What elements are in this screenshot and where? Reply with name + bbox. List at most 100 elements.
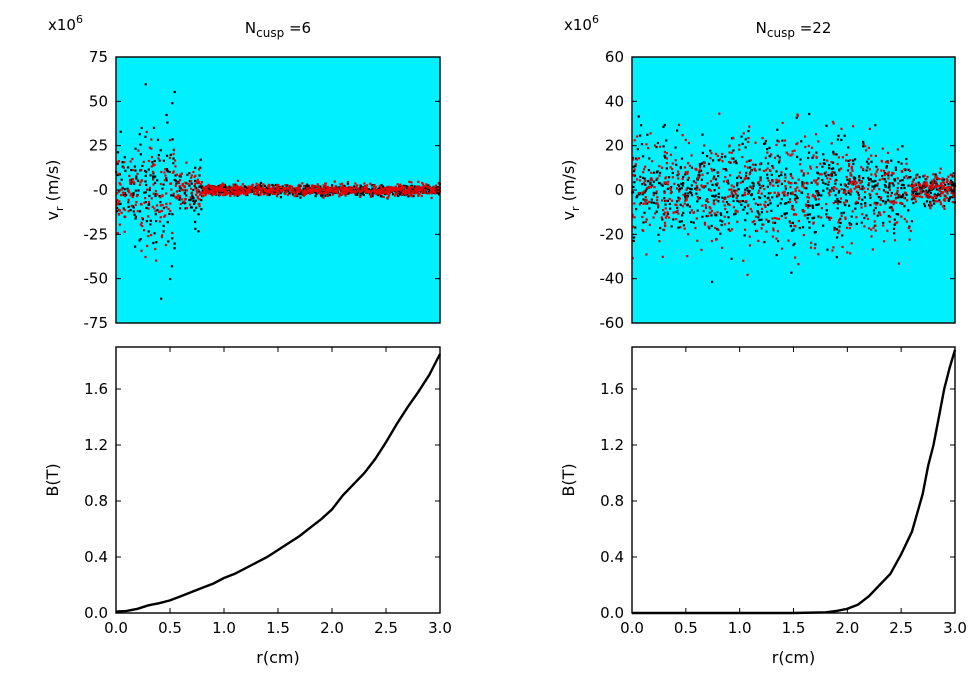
scatter-point — [929, 191, 932, 195]
scatter-point — [892, 227, 896, 230]
scatter-point — [669, 207, 672, 210]
y-tick-label: 25 — [89, 137, 108, 155]
scatter-point — [147, 230, 150, 233]
scatter-point — [279, 196, 283, 199]
scatter-point — [843, 134, 846, 137]
scatter-point — [420, 194, 423, 198]
scatter-point — [926, 184, 929, 187]
scatter-point — [641, 228, 644, 232]
scatter-point — [940, 192, 943, 195]
scatter-point — [344, 194, 347, 197]
scatter-point — [746, 273, 749, 276]
scatter-point — [863, 225, 866, 228]
scatter-point — [861, 185, 864, 188]
scatter-point — [134, 245, 137, 248]
scatter-point — [127, 210, 130, 213]
scatter-point — [843, 201, 846, 204]
scatter-point — [725, 200, 729, 204]
scatter-point — [179, 173, 182, 176]
scatter-point — [864, 204, 867, 208]
scatter-point — [716, 154, 719, 157]
scatter-point — [746, 212, 749, 215]
scatter-point — [874, 184, 877, 187]
scatter-point — [165, 179, 168, 182]
scatter-point — [925, 182, 928, 185]
scatter-point — [159, 216, 162, 219]
scatter-point — [696, 200, 699, 203]
scatter-point — [130, 178, 133, 181]
scatter-point — [938, 189, 942, 193]
scatter-point — [237, 191, 240, 194]
scatter-point — [133, 213, 136, 216]
scatter-point — [767, 196, 770, 199]
scatter-point — [376, 193, 380, 197]
scatter-point — [775, 181, 778, 184]
scatter-point — [671, 171, 674, 175]
scatter-point — [637, 191, 640, 195]
scatter-point — [727, 216, 730, 219]
scatter-point — [194, 199, 197, 202]
scatter-point — [924, 181, 927, 184]
scatter-point — [184, 189, 187, 192]
scatter-point — [362, 188, 365, 191]
scatter-point — [118, 223, 122, 226]
scatter-point — [662, 213, 665, 216]
scatter-point — [727, 228, 730, 231]
scatter-point — [689, 187, 692, 190]
scatter-point — [123, 194, 126, 198]
scatter-point — [932, 173, 935, 176]
scatter-point — [913, 187, 916, 190]
scatter-point — [395, 189, 398, 192]
scatter-point — [772, 184, 775, 187]
scatter-point — [938, 184, 941, 188]
scatter-point — [664, 156, 667, 159]
scatter-point — [155, 219, 158, 223]
scatter-point — [380, 189, 383, 192]
scatter-point — [909, 176, 912, 179]
scatter-point — [832, 122, 835, 125]
scatter-point — [153, 181, 157, 185]
scatter-point — [905, 174, 908, 178]
scatter-point — [785, 167, 788, 170]
scatter-point — [896, 148, 900, 151]
scatter-point — [328, 193, 332, 197]
scatter-point — [173, 242, 176, 245]
scatter-point — [338, 193, 342, 197]
scatter-point — [235, 184, 238, 187]
scatter-point — [350, 189, 353, 192]
scatter-point — [848, 223, 852, 227]
scatter-point — [922, 182, 925, 185]
scatter-point — [257, 184, 260, 188]
scatter-point — [764, 169, 768, 172]
scatter-point — [790, 174, 793, 178]
scatter-point — [669, 166, 672, 169]
scatter-point — [123, 188, 126, 191]
scatter-point — [682, 224, 686, 227]
scatter-point — [324, 184, 327, 188]
scatter-point — [812, 222, 815, 225]
scatter-point — [393, 189, 396, 192]
scatter-point — [410, 191, 413, 194]
scatter-point — [407, 195, 410, 198]
scatter-point — [165, 192, 168, 195]
scatter-point — [780, 182, 784, 185]
scatter-point — [398, 187, 401, 190]
scatter-point — [306, 183, 309, 186]
scatter-point — [952, 184, 955, 187]
scatter-point — [383, 190, 386, 193]
scatter-point — [890, 201, 893, 204]
scatter-point — [139, 143, 142, 146]
scatter-point — [636, 178, 639, 181]
scatter-point — [771, 164, 774, 168]
scatter-point — [893, 232, 896, 235]
scatter-point — [845, 200, 848, 203]
scatter-point — [365, 187, 368, 190]
scatter-point — [802, 182, 805, 185]
scatter-point — [150, 147, 153, 150]
scatter-point — [259, 187, 262, 190]
scatter-point — [865, 169, 868, 172]
scatter-point — [885, 172, 888, 176]
scatter-point — [155, 241, 158, 244]
scatter-point — [165, 205, 168, 209]
scatter-point — [946, 189, 949, 192]
